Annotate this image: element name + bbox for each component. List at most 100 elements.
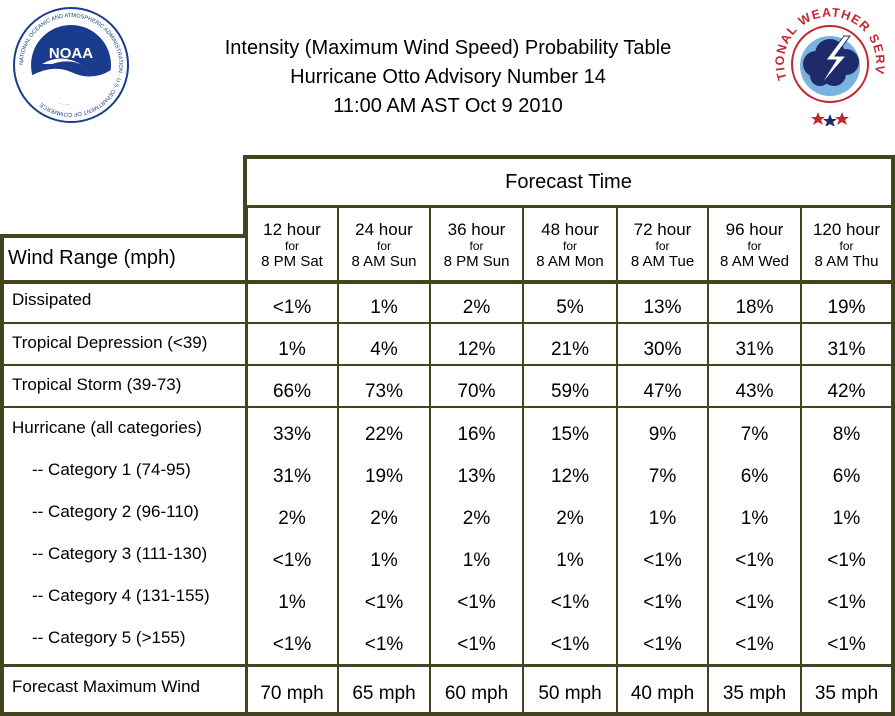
row-label: Tropical Storm (39-73) (12, 375, 182, 394)
row-label: Dissipated (12, 290, 92, 309)
probability-cell: 12% (550, 466, 590, 487)
column-hours: 120 hour (812, 220, 881, 239)
max-wind-cell: 35 mph (722, 683, 787, 704)
probability-cell: 31% (827, 339, 866, 360)
probability-cell: 7% (648, 466, 677, 487)
row-label: -- Category 5 (>155) (32, 628, 186, 647)
nws-logo: NATIONAL WEATHER SERVICE (768, 2, 886, 126)
row-divider (0, 664, 895, 667)
column-header: 36 hour for 8 PM Sun (430, 210, 523, 276)
noaa-logo: NOAA NATIONAL OCEANIC AND ATMOSPHERIC AD… (13, 7, 129, 123)
max-wind-cell: 50 mph (538, 683, 602, 704)
column-valid-time: 8 AM Wed (720, 253, 789, 270)
table-border-left (0, 234, 4, 716)
row-divider (0, 364, 895, 366)
column-header: 12 hour for 8 PM Sat (246, 210, 338, 276)
probability-cell: 1% (370, 550, 398, 571)
column-header: 120 hour for 8 AM Thu (801, 210, 892, 276)
column-divider (245, 206, 248, 716)
probability-cell: <1% (643, 592, 682, 613)
probability-cell: 22% (364, 424, 404, 445)
probability-cell: 6% (740, 466, 769, 487)
column-for: for (284, 239, 299, 253)
title-line-2: Hurricane Otto Advisory Number 14 (290, 66, 606, 88)
probability-cell: 73% (364, 381, 404, 402)
column-divider (707, 206, 709, 716)
probability-cell: <1% (272, 634, 312, 655)
column-hours: 72 hour (633, 220, 692, 239)
probability-cell: <1% (364, 592, 404, 613)
column-for: for (469, 239, 484, 253)
probability-cell: <1% (827, 634, 866, 655)
probability-cell: 31% (735, 339, 774, 360)
column-hours: 36 hour (447, 220, 506, 239)
probability-cell: <1% (457, 634, 496, 655)
column-header: 24 hour for 8 AM Sun (338, 210, 430, 276)
probability-cell: <1% (735, 634, 774, 655)
probability-cell: 1% (278, 592, 306, 613)
row-label: -- Category 2 (96-110) (32, 502, 199, 521)
header-bottom-border (0, 280, 895, 284)
probability-cell: 2% (462, 297, 491, 318)
max-wind-label: Forecast Maximum Wind (12, 677, 200, 696)
row-label: -- Category 1 (74-95) (32, 460, 191, 479)
max-wind-cell: 35 mph (814, 683, 879, 704)
probability-cell: 18% (735, 297, 774, 318)
probability-cell: 15% (550, 424, 590, 445)
row-label: Tropical Depression (<39) (12, 333, 208, 352)
probability-cell: <1% (364, 634, 404, 655)
probability-cell: <1% (735, 550, 774, 571)
row-divider (0, 322, 895, 324)
column-valid-time: 8 PM Sat (261, 253, 323, 270)
probability-cell: <1% (643, 634, 682, 655)
probability-cell: 47% (643, 381, 682, 402)
column-for: for (839, 239, 854, 253)
column-valid-time: 8 PM Sun (443, 253, 510, 270)
title-line-3: 11:00 AM AST Oct 9 2010 (333, 95, 563, 117)
forecast-time-header: Forecast Time (505, 170, 632, 193)
probability-cell: 6% (832, 466, 861, 487)
probability-cell: 2% (556, 508, 584, 529)
column-hours: 24 hour (355, 220, 413, 239)
probability-cell: 12% (457, 339, 496, 360)
wind-range-top-border (0, 234, 247, 238)
probability-cell: 33% (272, 424, 312, 445)
probability-cell: 13% (457, 466, 496, 487)
probability-cell: 2% (278, 508, 306, 529)
column-hours: 96 hour (725, 220, 784, 239)
probability-cell: 8% (832, 424, 861, 445)
column-divider (616, 206, 618, 716)
probability-cell: 66% (272, 381, 312, 402)
column-hours: 12 hour (263, 220, 321, 239)
column-for: for (562, 239, 577, 253)
wind-range-header: Wind Range (mph) (8, 247, 176, 269)
page-title: Intensity (Maximum Wind Speed) Probabili… (150, 34, 746, 121)
table-border-left-upper (243, 155, 247, 235)
probability-cell: <1% (643, 550, 682, 571)
title-line-1: Intensity (Maximum Wind Speed) Probabili… (224, 37, 672, 59)
probability-cell: 1% (832, 508, 861, 529)
probability-cell: 19% (364, 466, 404, 487)
probability-cell: 30% (643, 339, 682, 360)
probability-cell: 31% (272, 466, 312, 487)
column-header: 48 hour for 8 AM Mon (523, 210, 617, 276)
column-for: for (376, 239, 391, 253)
probability-cell: 1% (370, 297, 398, 318)
row-label: Hurricane (all categories) (12, 418, 202, 437)
probability-cell: <1% (550, 592, 590, 613)
forecast-header-divider (243, 205, 895, 208)
row-label: -- Category 4 (131-155) (32, 586, 210, 605)
column-divider (337, 206, 339, 716)
probability-cell: 70% (457, 381, 496, 402)
probability-cell: 1% (648, 508, 677, 529)
probability-cell: <1% (827, 592, 866, 613)
probability-cell: 16% (457, 424, 496, 445)
column-valid-time: 8 AM Mon (536, 253, 604, 270)
probability-cell: <1% (272, 550, 312, 571)
probability-cell: 5% (556, 297, 584, 318)
probability-cell: <1% (735, 592, 774, 613)
column-for: for (747, 239, 762, 253)
column-valid-time: 8 AM Tue (630, 253, 695, 270)
column-hours: 48 hour (541, 220, 599, 239)
